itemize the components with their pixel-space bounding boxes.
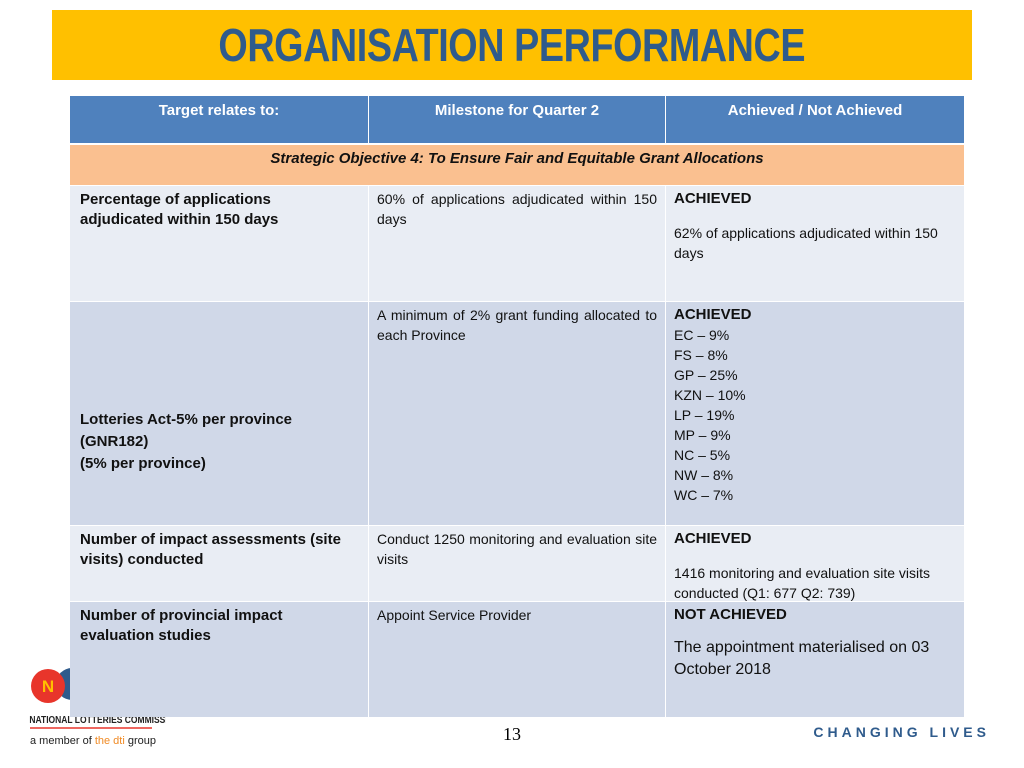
- detail: KZN – 10%: [674, 387, 746, 403]
- detail: 1416 monitoring and evaluation site visi…: [674, 565, 931, 601]
- detail: The appointment materialised on 03 Octob…: [674, 639, 930, 678]
- target-line: Lotteries Act-5% per province: [80, 410, 292, 428]
- detail: LP – 19%: [674, 407, 735, 423]
- target-cell: Lotteries Act-5% per province (GNR182) (5%…: [70, 302, 368, 525]
- column-header: Milestone for Quarter 2: [369, 96, 665, 143]
- column-header: Target relates to:: [70, 96, 368, 143]
- detail: MP – 9%: [674, 427, 731, 443]
- status: ACHIEVED: [674, 306, 752, 323]
- milestone-cell: A minimum of 2% grant funding allocated …: [369, 302, 665, 525]
- detail: EC – 9%: [674, 327, 730, 343]
- column-header: Achieved / Not Achieved: [666, 96, 964, 143]
- detail: NW – 8%: [674, 467, 734, 483]
- status: ACHIEVED: [674, 530, 752, 547]
- objective-row: Strategic Objective 4: To Ensure Fair an…: [70, 145, 964, 185]
- status: NOT ACHIEVED: [674, 606, 787, 623]
- status-cell: ACHIEVED 62% of applications adjudicated …: [666, 186, 964, 301]
- logo-letter: N: [42, 677, 54, 696]
- detail: GP – 25%: [674, 367, 738, 383]
- status: ACHIEVED: [674, 190, 752, 207]
- page-number: 13: [503, 724, 521, 744]
- detail: 62% of applications adjudicated within 1…: [674, 225, 938, 261]
- target-line: Percentage of applications adjudicated w…: [80, 191, 279, 228]
- title: ORGANISATION PERFORMANCE: [218, 19, 806, 71]
- target-line: (5% per province): [80, 454, 206, 472]
- member-part: a member of: [30, 735, 95, 747]
- milestone-cell: 60% of applications adjudicated within 1…: [369, 186, 665, 301]
- milestone-cell: Conduct 1250 monitoring and evaluation s…: [369, 526, 665, 601]
- title-bar: ORGANISATION PERFORMANCE: [52, 10, 972, 80]
- status-cell: ACHIEVED EC – 9% FS – 8% GP – 25% KZN – 10% L…: [666, 302, 964, 525]
- detail: WC – 7%: [674, 487, 734, 503]
- target-cell: Number of provincial impact evaluation s…: [70, 602, 368, 717]
- detail: NC – 5%: [674, 447, 731, 463]
- target-line: Number of impact assessments (site visit…: [80, 531, 341, 568]
- target-line: Number of provincial impact evaluation s…: [80, 607, 283, 644]
- milestone-cell: Appoint Service Provider: [369, 602, 665, 717]
- detail: FS – 8%: [674, 347, 728, 363]
- status-cell: ACHIEVED 1416 monitoring and evaluation s…: [666, 526, 964, 601]
- status-cell: NOT ACHIEVED The appointment materialised…: [666, 602, 964, 717]
- member-part: group: [125, 735, 156, 747]
- target-cell: Number of impact assessments (site visit…: [70, 526, 368, 601]
- member-text: a member of the dti group: [30, 735, 156, 747]
- logo-name: NATIONAL LOTTERIES COMMISSION: [29, 714, 166, 725]
- slogan: CHANGING LIVES: [813, 724, 990, 740]
- target-line: (GNR182): [80, 432, 149, 450]
- member-part: the dti: [95, 735, 125, 747]
- logo-circle: [31, 669, 65, 703]
- target-cell: Percentage of applications adjudicated w…: [70, 186, 368, 301]
